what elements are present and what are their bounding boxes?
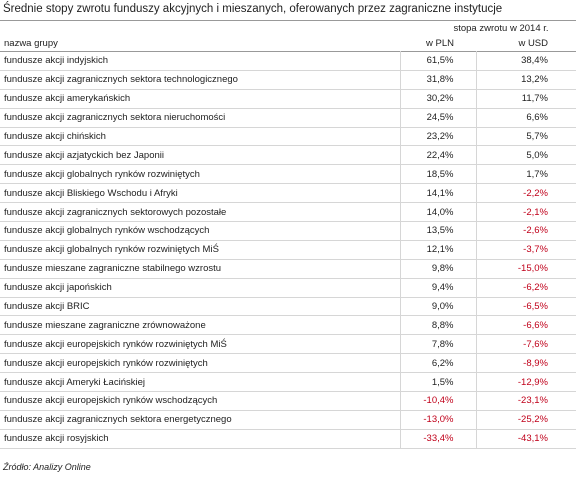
- return-value: 30,2%: [399, 89, 476, 109]
- group-name: fundusze akcji indyjskich: [0, 51, 400, 71]
- table-row: fundusze akcji Bliskiego Wschodu i Afryk…: [0, 183, 576, 204]
- group-name: fundusze akcji zagranicznych sektora tec…: [0, 70, 400, 90]
- return-value: 13,2%: [475, 70, 576, 90]
- table-row: fundusze akcji chińskich 23,2% 5,7%: [0, 127, 576, 147]
- group-name: fundusze akcji azjatyckich bez Japonii: [0, 145, 400, 166]
- return-value: 23,2%: [399, 127, 476, 147]
- group-name: fundusze akcji zagranicznych sektora ene…: [0, 410, 400, 430]
- table-row: fundusze akcji zagranicznych sektora nie…: [0, 108, 576, 128]
- return-value: 14,0%: [399, 202, 476, 223]
- return-value: 1,5%: [399, 372, 476, 393]
- column-header: w USD: [518, 38, 548, 49]
- return-value: 9,4%: [399, 278, 476, 298]
- group-name: fundusze akcji europejskich rynków wscho…: [0, 391, 400, 411]
- return-value: 31,8%: [399, 70, 476, 90]
- group-name: fundusze akcji japońskich: [0, 278, 400, 298]
- return-value: 22,4%: [399, 145, 476, 166]
- table-row: fundusze akcji azjatyckich bez Japonii 22…: [0, 145, 576, 166]
- return-value: 13,5%: [399, 221, 476, 241]
- return-value: 5,7%: [475, 127, 576, 147]
- table-row: fundusze mieszane zagraniczne zrównoważo…: [0, 315, 576, 336]
- group-name: fundusze akcji globalnych rynków rozwini…: [0, 240, 400, 260]
- table: stopa zwrotu w 2014 r. nazwa grupy w PLN…: [0, 20, 576, 449]
- table-row: fundusze mieszane zagraniczne stabilnego…: [0, 259, 576, 279]
- group-name: fundusze akcji europejskich rynków rozwi…: [0, 334, 400, 355]
- group-header: stopa zwrotu w 2014 r.: [400, 20, 576, 36]
- table-row: fundusze akcji amerykańskich 30,2% 11,7%: [0, 89, 576, 109]
- return-value: -6,6%: [475, 315, 576, 336]
- return-value: -23,1%: [475, 391, 576, 411]
- group-name: fundusze akcji Bliskiego Wschodu i Afryk…: [0, 183, 400, 204]
- group-name: fundusze akcji zagranicznych sektorowych…: [0, 202, 400, 223]
- return-value: 38,4%: [475, 51, 576, 71]
- return-value: -13,0%: [399, 410, 476, 430]
- return-value: -15,0%: [475, 259, 576, 279]
- return-value: 18,5%: [399, 164, 476, 185]
- table-row: fundusze akcji europejskich rynków rozwi…: [0, 334, 576, 355]
- group-name: fundusze mieszane zagraniczne stabilnego…: [0, 259, 400, 279]
- return-value: -2,1%: [475, 202, 576, 223]
- group-name: fundusze akcji zagranicznych sektora nie…: [0, 108, 400, 128]
- return-value: 9,8%: [399, 259, 476, 279]
- table-row: fundusze akcji globalnych rynków wschodz…: [0, 221, 576, 241]
- return-value: 11,7%: [475, 89, 576, 109]
- header-row: nazwa grupy w PLN w USD: [0, 36, 576, 52]
- table-row: fundusze akcji europejskich rynków rozwi…: [0, 353, 576, 374]
- return-value: 1,7%: [475, 164, 576, 185]
- return-value: -33,4%: [399, 429, 476, 449]
- return-value: 24,5%: [399, 108, 476, 128]
- source: Źródło: Analizy Online: [3, 462, 91, 472]
- return-value: -2,6%: [475, 221, 576, 241]
- table-row: fundusze akcji zagranicznych sektorowych…: [0, 202, 576, 223]
- return-value: 6,6%: [475, 108, 576, 128]
- return-value: 5,0%: [475, 145, 576, 166]
- table-body: stopa zwrotu w 2014 r. nazwa grupy w PLN…: [0, 20, 576, 449]
- return-value: -7,6%: [475, 334, 576, 355]
- return-value: 14,1%: [399, 183, 476, 204]
- return-value: -3,7%: [475, 240, 576, 260]
- group-name: fundusze akcji Ameryki Łacińskiej: [0, 372, 400, 393]
- group-name: fundusze akcji rosyjskich: [0, 429, 400, 449]
- table-row: fundusze akcji rosyjskich -33,4% -43,1%: [0, 429, 576, 449]
- return-value: -25,2%: [475, 410, 576, 430]
- return-value: 61,5%: [399, 51, 476, 71]
- group-name: fundusze akcji globalnych rynków rozwini…: [0, 164, 400, 185]
- group-name: fundusze akcji europejskich rynków rozwi…: [0, 353, 400, 374]
- return-value: -6,5%: [475, 297, 576, 317]
- table-row: fundusze akcji europejskich rynków wscho…: [0, 391, 576, 411]
- title: Średnie stopy zwrotu funduszy akcyjnych …: [3, 3, 503, 15]
- header-row: stopa zwrotu w 2014 r.: [0, 20, 576, 36]
- return-value: -12,9%: [475, 372, 576, 393]
- return-value: -6,2%: [475, 278, 576, 298]
- table-row: fundusze akcji Ameryki Łacińskiej 1,5% -12…: [0, 372, 576, 393]
- return-value: -43,1%: [475, 429, 576, 449]
- return-value: -10,4%: [399, 391, 476, 411]
- return-value: -8,9%: [475, 353, 576, 374]
- table-row: fundusze akcji zagranicznych sektora ene…: [0, 410, 576, 430]
- column-header: nazwa grupy: [4, 38, 58, 49]
- table-wrap: stopa zwrotu w 2014 r. nazwa grupy w PLN…: [0, 20, 576, 449]
- return-value: 6,2%: [399, 353, 476, 374]
- group-name: fundusze mieszane zagraniczne zrównoważo…: [0, 315, 400, 336]
- group-name: fundusze akcji globalnych rynków wschodz…: [0, 221, 400, 241]
- return-value: 12,1%: [399, 240, 476, 260]
- table-row: fundusze akcji zagranicznych sektora tec…: [0, 70, 576, 90]
- cell: [0, 20, 400, 36]
- return-value: -2,2%: [475, 183, 576, 204]
- group-name: fundusze akcji BRIC: [0, 297, 400, 317]
- return-value: 8,8%: [399, 315, 476, 336]
- table-row: fundusze akcji BRIC 9,0% -6,5%: [0, 297, 576, 317]
- return-value: 7,8%: [399, 334, 476, 355]
- table-row: fundusze akcji indyjskich 61,5% 38,4%: [0, 51, 576, 71]
- return-value: 9,0%: [399, 297, 476, 317]
- column-header: w PLN: [426, 38, 454, 49]
- group-name: fundusze akcji amerykańskich: [0, 89, 400, 109]
- table-row: fundusze akcji globalnych rynków rozwini…: [0, 164, 576, 185]
- group-name: fundusze akcji chińskich: [0, 127, 400, 147]
- table-row: fundusze akcji globalnych rynków rozwini…: [0, 240, 576, 260]
- table-row: fundusze akcji japońskich 9,4% -6,2%: [0, 278, 576, 298]
